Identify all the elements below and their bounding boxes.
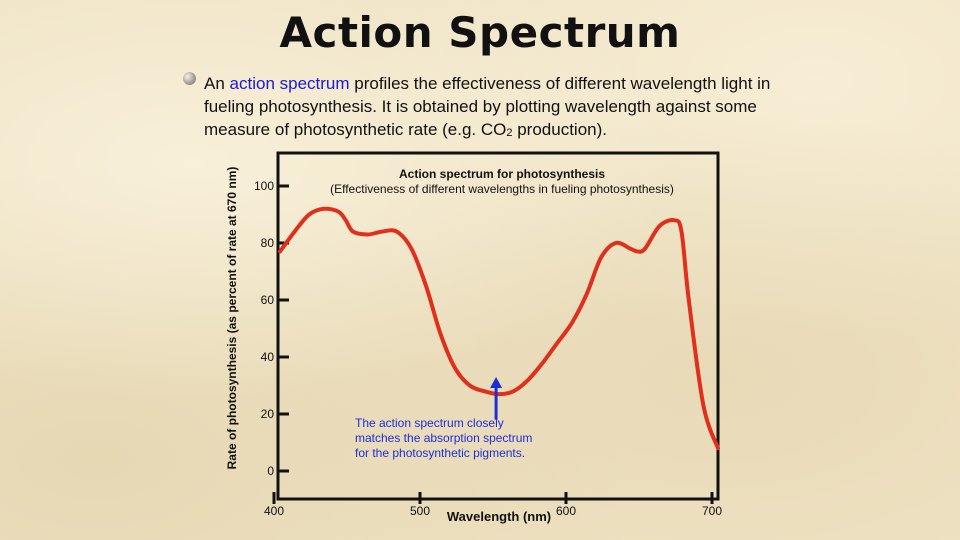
sphere-bullet-icon: [183, 72, 196, 85]
y-tick-label: 80: [261, 236, 275, 250]
action-spectrum-curve: [278, 206, 720, 451]
slide-title: Action Spectrum: [279, 8, 681, 57]
y-tick-label: 0: [267, 464, 274, 478]
intro-rest: profiles the effectiveness of different …: [204, 74, 771, 139]
y-tick-label: 40: [261, 350, 275, 364]
annotation-line-1: The action spectrum closely: [355, 416, 504, 430]
x-tick-label: 500: [410, 504, 430, 518]
x-axis-label: Wavelength (nm): [447, 509, 551, 524]
intro-end: production).: [512, 120, 607, 139]
intro-subscript: 2: [506, 127, 513, 139]
annotation: The action spectrum closely matches the …: [355, 376, 532, 460]
y-tick-label: 60: [261, 293, 275, 307]
y-axis-ticks: 0 20 40 60 80 100: [254, 179, 289, 478]
x-tick-label: 600: [556, 504, 576, 518]
y-tick-label: 100: [254, 179, 274, 193]
x-axis-ticks: 400 500 600 700: [264, 492, 722, 518]
chart-title: Action spectrum for photosynthesis: [399, 167, 605, 181]
annotation-line-2: matches the absorption spectrum: [355, 431, 532, 445]
annotation-line-3: for the photosynthetic pigments.: [355, 446, 525, 460]
chart-subtitle: (Effectiveness of different wavelengths …: [330, 182, 674, 196]
y-tick-label: 20: [261, 407, 275, 421]
annotation-arrow-head: [490, 376, 503, 388]
intro-paragraph: An action spectrum profiles the effectiv…: [204, 72, 804, 145]
y-axis-label: Rate of photosynthesis (as percent of ra…: [225, 167, 239, 470]
intro-highlight: action spectrum: [229, 74, 350, 93]
plot-frame: [276, 151, 720, 501]
intro-prefix: An: [204, 74, 230, 93]
x-tick-label: 700: [702, 504, 722, 518]
x-tick-label: 400: [264, 504, 284, 518]
